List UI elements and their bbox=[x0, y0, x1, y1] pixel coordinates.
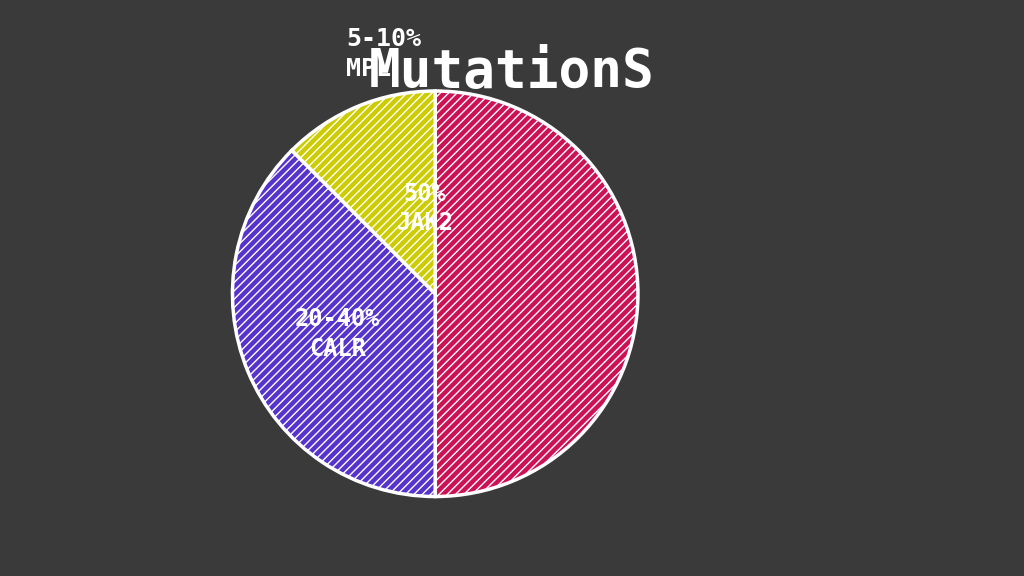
Text: 50%
JAK2: 50% JAK2 bbox=[396, 182, 454, 236]
Text: 20-40%
CALR: 20-40% CALR bbox=[295, 307, 381, 361]
Text: 5-10%
MPL: 5-10% MPL bbox=[346, 27, 421, 81]
Wedge shape bbox=[232, 150, 435, 497]
Wedge shape bbox=[435, 91, 638, 497]
Wedge shape bbox=[292, 91, 435, 294]
Text: MutationS: MutationS bbox=[369, 46, 655, 98]
